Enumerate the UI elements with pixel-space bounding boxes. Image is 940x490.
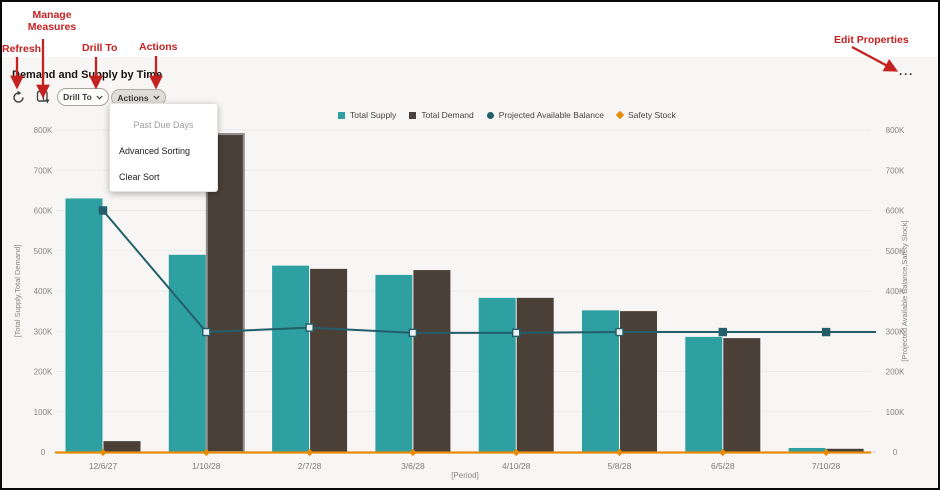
legend-marker-icon	[338, 111, 345, 119]
x-axis-tick: 4/10/28	[502, 461, 531, 471]
legend-marker-icon	[615, 110, 625, 120]
projected-available-balance-marker	[98, 206, 108, 215]
y-axis-left-tick: 0	[41, 448, 46, 457]
y-axis-right-tick: 700K	[886, 166, 905, 175]
drill-to-button-label: Drill To	[63, 92, 92, 102]
legend-label: Projected Available Balance	[498, 110, 604, 120]
bar-total-demand[interactable]	[205, 133, 245, 453]
legend-marker-icon	[486, 111, 494, 119]
bar-total-demand[interactable]	[723, 338, 761, 452]
bar-total-supply[interactable]	[685, 336, 723, 452]
bar-total-demand[interactable]	[103, 441, 141, 452]
x-axis-title: [Period]	[451, 471, 479, 480]
projected-available-balance-marker	[821, 327, 831, 337]
y-axis-right-tick: 300K	[886, 327, 905, 336]
y-axis-right-tick: 600K	[886, 207, 905, 216]
overflow-menu-icon[interactable]: ···	[899, 67, 914, 81]
legend-label: Total Demand	[421, 110, 474, 120]
safety-stock-marker	[409, 448, 417, 457]
x-axis-tick: 2/7/28	[298, 461, 322, 471]
y-axis-left-tick: 400K	[34, 287, 53, 296]
legend-label: Safety Stock	[628, 110, 676, 120]
y-axis-left-tick: 200K	[34, 368, 53, 377]
bar-total-demand[interactable]	[413, 270, 451, 452]
annotation-manage-measures: Manage Measures	[27, 9, 77, 34]
y-axis-left-title: [Total Supply,Total Demand]	[13, 245, 22, 338]
annotation-drill-to: Drill To	[82, 42, 118, 54]
x-axis-tick: 1/10/28	[192, 461, 221, 471]
x-axis-tick: 7/10/28	[812, 461, 841, 471]
bar-total-demand[interactable]	[310, 268, 348, 452]
chevron-down-icon	[96, 95, 103, 100]
safety-stock-marker	[719, 448, 727, 457]
actions-menu: Past Due Days Advanced Sorting Clear Sor…	[109, 103, 218, 192]
safety-stock-marker	[306, 448, 314, 457]
legend-label: Total Supply	[350, 110, 397, 120]
safety-stock-marker	[822, 448, 830, 457]
x-axis-tick: 3/6/28	[401, 461, 425, 471]
y-axis-left-tick: 600K	[34, 207, 53, 216]
chart-legend: Total Supply Total Demand Projected Availa…	[338, 110, 676, 120]
legend-item[interactable]: Total Supply	[338, 110, 396, 120]
safety-stock-marker	[99, 448, 107, 457]
bar-total-supply[interactable]	[582, 310, 619, 452]
projected-available-balance-marker	[305, 323, 314, 332]
safety-stock-marker	[615, 448, 624, 457]
y-axis-left-tick: 500K	[34, 247, 53, 256]
y-axis-right-tick: 100K	[886, 408, 905, 417]
y-axis-left-tick: 700K	[34, 166, 53, 175]
manage-measures-icon[interactable]	[36, 90, 51, 105]
projected-available-balance-marker	[202, 327, 211, 337]
bar-total-supply[interactable]	[788, 447, 826, 452]
bar-total-demand[interactable]	[826, 448, 864, 452]
x-axis-tick: 12/6/27	[89, 461, 118, 471]
x-axis-tick: 5/8/28	[608, 461, 632, 471]
bar-total-demand[interactable]	[620, 311, 657, 452]
bar-total-supply[interactable]	[65, 198, 103, 452]
menu-item-clear-sort[interactable]: Clear Sort	[119, 172, 160, 182]
bar-total-supply[interactable]	[168, 254, 206, 452]
y-axis-left-tick: 100K	[34, 408, 53, 417]
menu-item-past-due-days: Past Due Days	[133, 120, 194, 130]
projected-available-balance-marker	[408, 328, 418, 338]
safety-stock-marker	[512, 448, 520, 457]
projected-available-balance-marker	[615, 327, 624, 337]
legend-item[interactable]: Total Demand	[409, 110, 474, 120]
drill-to-button[interactable]: Drill To	[57, 88, 109, 106]
bar-total-supply[interactable]	[478, 297, 516, 452]
chevron-down-icon	[152, 95, 160, 100]
y-axis-right-tick: 400K	[886, 287, 905, 296]
safety-stock-marker	[202, 448, 210, 457]
legend-marker-icon	[409, 111, 417, 119]
actions-button-label: Actions	[117, 92, 149, 103]
y-axis-right-tick: 500K	[886, 247, 905, 256]
y-axis-right-title: [Projected Available Balance,Safety Stoc…	[900, 220, 909, 361]
y-axis-right-tick: 800K	[886, 126, 905, 135]
bar-total-supply[interactable]	[375, 274, 413, 452]
legend-item[interactable]: Safety Stock	[615, 110, 676, 120]
projected-available-balance-marker	[718, 327, 727, 337]
y-axis-left-tick: 300K	[34, 327, 53, 336]
page-title: Demand and Supply by Time	[12, 69, 163, 81]
refresh-icon[interactable]	[11, 90, 26, 105]
bar-total-supply[interactable]	[272, 265, 310, 452]
annotation-refresh: Refresh	[2, 43, 42, 55]
legend-item[interactable]: Projected Available Balance	[486, 110, 604, 120]
y-axis-left-tick: 800K	[34, 126, 53, 135]
bar-total-demand[interactable]	[516, 297, 554, 452]
annotation-edit-properties: Edit Properties	[834, 34, 909, 46]
y-axis-right-tick: 0	[893, 448, 898, 457]
x-axis-tick: 6/5/28	[711, 461, 735, 471]
y-axis-right-tick: 200K	[886, 368, 905, 377]
annotation-actions: Actions	[139, 41, 178, 53]
projected-available-balance-marker	[512, 328, 521, 338]
menu-item-advanced-sorting[interactable]: Advanced Sorting	[119, 146, 191, 156]
